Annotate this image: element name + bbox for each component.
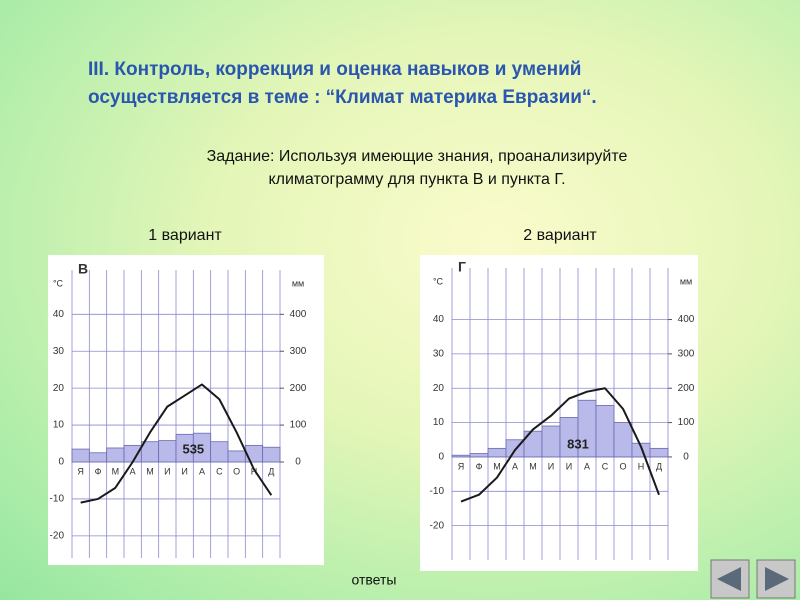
- precipitation-bar: [523, 430, 543, 458]
- month-label: А: [130, 466, 136, 476]
- y-tick-label: 0: [438, 452, 444, 463]
- variant-label: 1 вариант: [148, 227, 222, 244]
- month-label: С: [216, 466, 223, 476]
- month-label: И: [548, 461, 554, 471]
- month-label: Ф: [476, 461, 483, 471]
- precipitation-bar: [595, 405, 615, 458]
- y-tick-label: -10: [50, 494, 65, 505]
- precipitation-bar: [262, 446, 281, 463]
- month-label: Ф: [95, 466, 102, 476]
- precipitation-bar: [227, 450, 246, 463]
- precipitation-bar: [210, 441, 229, 463]
- month-label: Д: [268, 466, 274, 476]
- precipitation-bar: [123, 444, 142, 463]
- next-arrow: [765, 567, 789, 591]
- month-label: М: [112, 466, 120, 476]
- month-label: Н: [638, 461, 645, 471]
- precipitation-bar: [244, 444, 264, 463]
- y2-tick-label: 0: [683, 452, 689, 463]
- y-axis-label: °С: [53, 278, 64, 288]
- y-tick-label: -20: [50, 530, 65, 541]
- y-tick-label: 10: [433, 417, 445, 428]
- chart-title: Г: [458, 259, 466, 275]
- month-label: Я: [77, 466, 84, 476]
- y2-tick-label: 100: [290, 420, 307, 431]
- month-label: М: [493, 461, 501, 471]
- precipitation-bar: [106, 447, 125, 463]
- month-label: А: [199, 466, 205, 476]
- y2-tick-label: 400: [678, 314, 695, 325]
- precipitation-bar: [469, 453, 489, 458]
- y2-tick-label: 300: [290, 346, 307, 357]
- answers-link[interactable]: ответы: [352, 572, 397, 588]
- precipitation-bar: [158, 440, 177, 463]
- month-label: А: [512, 461, 518, 471]
- month-label: И: [181, 466, 187, 476]
- month-label: С: [602, 461, 609, 471]
- y2-tick-label: 300: [678, 349, 695, 360]
- month-label: М: [529, 461, 537, 471]
- precipitation-bar: [451, 454, 471, 458]
- precipitation-bar: [71, 448, 90, 463]
- y2-tick-label: 200: [290, 383, 307, 394]
- y2-tick-label: 100: [678, 417, 695, 428]
- y-tick-label: 30: [433, 349, 445, 360]
- y-tick-label: 40: [53, 309, 65, 320]
- prev-arrow: [717, 567, 741, 591]
- month-label: И: [566, 461, 572, 471]
- y-tick-label: -10: [430, 486, 445, 497]
- y-tick-label: 40: [433, 314, 445, 325]
- precipitation-bar: [613, 422, 633, 458]
- y2-axis-label: мм: [292, 278, 304, 288]
- chart-title: В: [78, 261, 88, 277]
- precipitation-bar: [649, 447, 669, 458]
- prev-button[interactable]: [710, 559, 750, 599]
- y-tick-label: 0: [58, 457, 64, 468]
- slide-title: III. Контроль, коррекция и оценка навыко…: [88, 59, 581, 80]
- y-tick-label: 20: [433, 383, 445, 394]
- y-tick-label: 30: [53, 346, 65, 357]
- month-label: А: [584, 461, 590, 471]
- y-tick-label: -20: [430, 520, 445, 531]
- slide-title: осуществляется в теме : “Климат материка…: [88, 87, 597, 108]
- precipitation-bar: [487, 447, 507, 458]
- y2-tick-label: 0: [295, 457, 301, 468]
- chart-frame: [48, 255, 324, 565]
- task-text: климатограмму для пункта В и пункта Г.: [268, 171, 565, 188]
- y2-tick-label: 200: [678, 383, 695, 394]
- annual-total: 831: [567, 436, 589, 451]
- y2-tick-label: 400: [290, 309, 307, 320]
- month-label: О: [233, 466, 240, 476]
- month-label: М: [146, 466, 154, 476]
- month-label: Д: [656, 461, 662, 471]
- temperature-line: [80, 383, 273, 504]
- month-label: Н: [251, 466, 258, 476]
- precipitation-bar: [541, 425, 561, 458]
- precipitation-bar: [88, 452, 108, 463]
- y-axis-label: °С: [433, 276, 444, 286]
- y2-axis-label: мм: [680, 276, 692, 286]
- variant-label: 2 вариант: [523, 227, 597, 244]
- next-button[interactable]: [756, 559, 796, 599]
- chart-frame: [420, 255, 698, 571]
- task-text: Задание: Используя имеющие знания, проан…: [207, 148, 628, 165]
- temperature-line: [460, 387, 660, 503]
- month-label: И: [164, 466, 170, 476]
- y-tick-label: 20: [53, 383, 65, 394]
- month-label: О: [619, 461, 626, 471]
- y-tick-label: 10: [53, 420, 65, 431]
- month-label: Я: [458, 461, 465, 471]
- annual-total: 535: [182, 441, 204, 456]
